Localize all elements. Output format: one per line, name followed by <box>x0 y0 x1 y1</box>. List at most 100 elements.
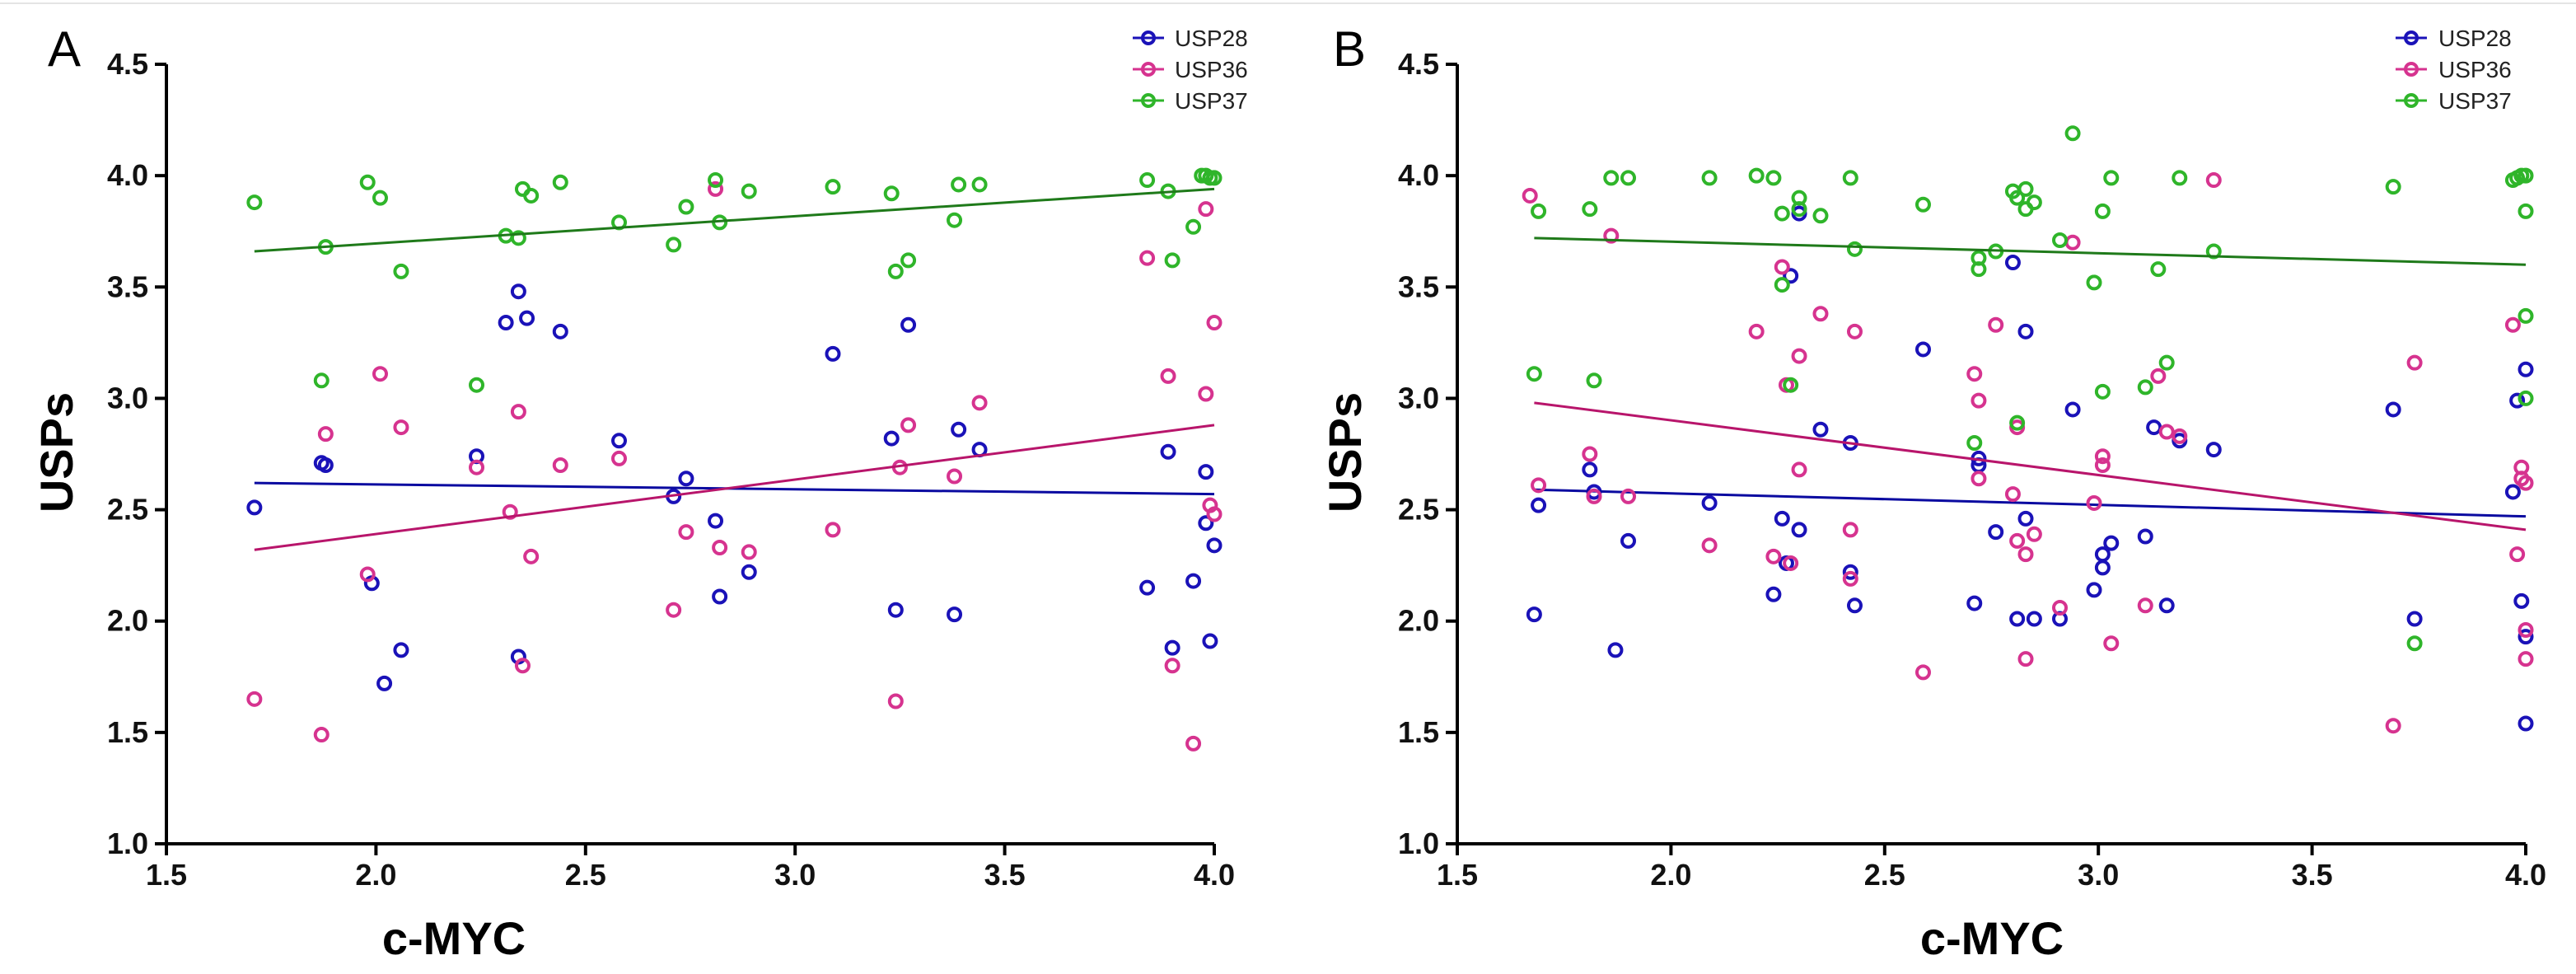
point-usp37 <box>1701 170 1718 186</box>
point-usp28 <box>1206 537 1223 554</box>
x-tick-label: 3.5 <box>2292 858 2333 892</box>
point-usp36 <box>825 522 841 538</box>
point-usp36 <box>1160 368 1176 384</box>
point-usp28 <box>2094 560 2111 576</box>
trend-line-usp37 <box>254 187 1215 253</box>
point-usp36 <box>2385 718 2401 734</box>
point-usp36 <box>1206 506 1223 522</box>
point-usp28 <box>2518 715 2534 732</box>
point-usp37 <box>2172 170 2188 186</box>
point-usp36 <box>2172 428 2188 444</box>
legend-swatch-marker <box>1141 93 1156 108</box>
point-usp36 <box>2406 354 2423 371</box>
x-axis-title-a: c-MYC <box>382 912 526 964</box>
point-usp36 <box>1774 259 1790 275</box>
point-usp28 <box>246 499 263 516</box>
point-usp36 <box>2009 532 2026 549</box>
point-usp36 <box>2094 448 2111 465</box>
point-usp36 <box>2518 651 2534 667</box>
legend-label-usp28: USP28 <box>1175 26 1248 51</box>
point-usp28 <box>1812 421 1829 438</box>
point-usp37 <box>2094 383 2111 400</box>
point-usp28 <box>678 471 694 487</box>
point-usp37 <box>1164 252 1180 269</box>
point-usp36 <box>2094 457 2111 474</box>
point-usp36 <box>2509 546 2526 563</box>
point-usp28 <box>1914 341 1931 358</box>
point-usp37 <box>1586 372 1602 389</box>
legend-label-usp37: USP37 <box>2438 88 2512 114</box>
point-usp28 <box>519 310 535 326</box>
point-usp37 <box>552 174 568 190</box>
point-usp28 <box>1783 268 1799 284</box>
point-usp36 <box>1791 461 1807 478</box>
point-usp36 <box>1139 250 1156 266</box>
y-tick-label: 4.0 <box>107 158 148 192</box>
point-usp37 <box>883 185 900 202</box>
point-usp36 <box>1531 477 1547 494</box>
point-usp36 <box>2518 475 2534 491</box>
point-usp36 <box>1522 187 1538 204</box>
point-usp28 <box>1620 532 1637 549</box>
point-usp28 <box>1198 515 1214 531</box>
point-usp37 <box>1185 218 1202 235</box>
point-usp37 <box>2137 379 2153 396</box>
panel-b: B USP28 USP36 USP37 c-MYC USPs 1.5 2.0 2.5… <box>1319 21 2546 964</box>
point-usp28 <box>2158 597 2175 614</box>
point-usp28 <box>2518 629 2534 645</box>
y-tick-label: 1.0 <box>107 826 148 860</box>
legend-swatch-marker <box>1141 62 1156 77</box>
x-tick-label: 4.0 <box>2505 858 2546 892</box>
point-usp37 <box>1774 205 1790 222</box>
x-axis-title-b: c-MYC <box>1920 912 2064 964</box>
point-usp28 <box>510 283 526 300</box>
x-tick-label: 2.5 <box>565 858 606 892</box>
point-usp28 <box>1701 494 1718 511</box>
point-usp37 <box>2150 261 2167 278</box>
point-usp36 <box>741 544 757 560</box>
point-usp28 <box>2017 510 2034 527</box>
point-usp37 <box>393 263 409 279</box>
y-tick-label: 1.0 <box>1398 826 1439 860</box>
x-tick-label: 1.5 <box>146 858 187 892</box>
point-usp36 <box>2137 597 2153 614</box>
point-usp37 <box>2009 190 2026 206</box>
y-tick-label: 1.5 <box>107 715 148 749</box>
x-tick-label: 1.5 <box>1437 858 1478 892</box>
point-usp28 <box>1846 597 1863 614</box>
legend-item-usp36: USP36 <box>1133 57 1248 82</box>
point-usp28 <box>1774 510 1790 527</box>
point-usp28 <box>1164 639 1180 656</box>
y-axis-title-a: USPs <box>30 392 82 513</box>
point-usp28 <box>1531 497 1547 513</box>
y-tick-label: 4.0 <box>1398 158 1439 192</box>
point-usp36 <box>514 658 531 674</box>
point-usp36 <box>1603 227 1620 244</box>
point-usp36 <box>2158 424 2175 440</box>
legend-item-usp28: USP28 <box>1133 26 1248 51</box>
point-usp37 <box>887 263 904 279</box>
point-usp37 <box>666 236 682 253</box>
point-usp36 <box>666 602 682 618</box>
point-usp37 <box>971 176 988 193</box>
point-usp28 <box>2064 401 2081 418</box>
point-usp36 <box>678 524 694 541</box>
point-usp36 <box>1842 522 1858 538</box>
y-tick-label: 2.5 <box>1398 493 1439 527</box>
y-tick-label: 2.0 <box>107 604 148 638</box>
y-tick-label: 1.5 <box>1398 715 1439 749</box>
point-usp28 <box>376 675 393 691</box>
point-usp36 <box>1185 735 1202 752</box>
point-usp37 <box>1971 250 1987 266</box>
point-usp37 <box>1526 366 1542 382</box>
point-usp37 <box>372 190 388 206</box>
point-usp36 <box>1971 392 1987 409</box>
point-usp36 <box>708 180 724 197</box>
point-usp28 <box>393 642 409 658</box>
point-usp36 <box>1842 570 1858 587</box>
point-usp37 <box>1206 170 1223 186</box>
point-usp36 <box>2086 494 2102 511</box>
trend-line-usp36 <box>1534 401 2527 531</box>
series-usp28 <box>1526 205 2534 732</box>
point-usp37 <box>1791 190 1807 206</box>
